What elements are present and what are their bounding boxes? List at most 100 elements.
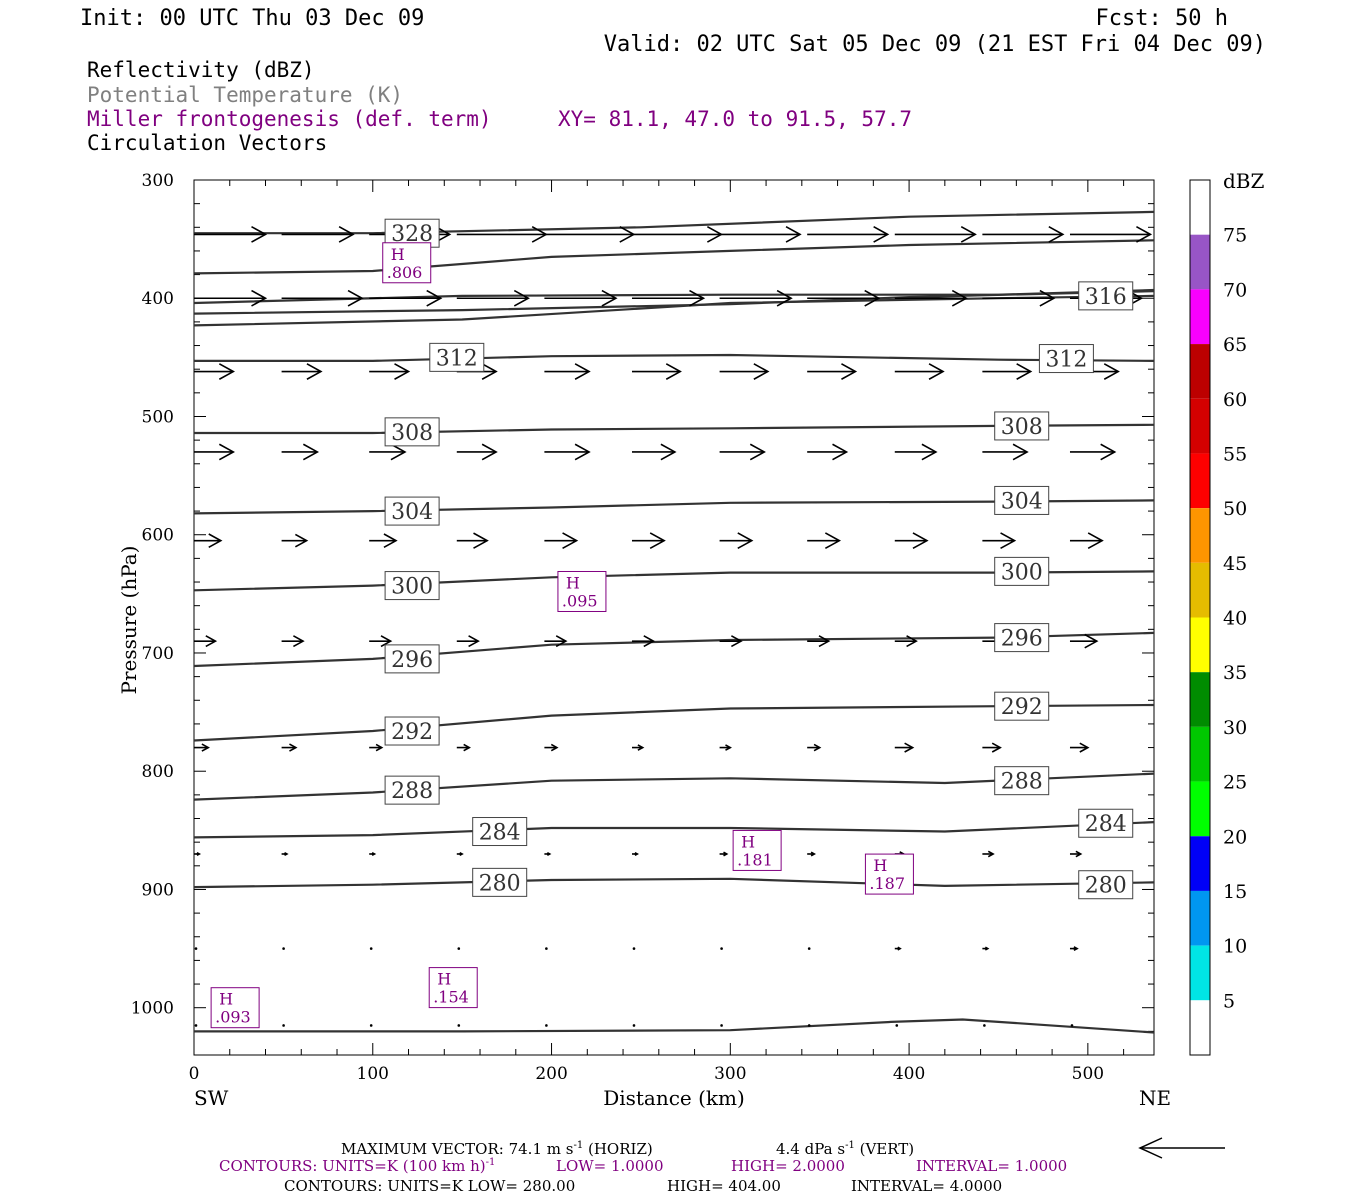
x-tick-label: 0 <box>189 1064 200 1084</box>
circulation-vector <box>544 289 618 307</box>
circulation-vector <box>982 289 1056 307</box>
contour-label-296: 296 <box>384 644 440 674</box>
colorbar-segment <box>1190 890 1210 946</box>
colorbar-label: 60 <box>1223 389 1247 411</box>
contour-label-312: 312 <box>1038 344 1094 374</box>
contour-label-300: 300 <box>994 556 1050 586</box>
circulation-vector <box>631 851 640 857</box>
circulation-vector <box>194 533 223 548</box>
contour-label-text: 292 <box>391 720 433 745</box>
contour-label-284: 284 <box>1078 808 1134 838</box>
circulation-vector <box>807 947 811 950</box>
circulation-vector <box>719 744 732 751</box>
colorbar-label: 10 <box>1223 936 1247 958</box>
circulation-vector <box>544 635 568 648</box>
circulation-vector <box>369 363 411 380</box>
circulation-vector <box>1069 225 1153 243</box>
y-tick-label: 300 <box>142 171 174 191</box>
contour-label-292: 292 <box>384 716 440 746</box>
circulation-vector <box>456 635 480 648</box>
circulation-vector <box>1069 850 1083 858</box>
circulation-vector <box>631 635 656 648</box>
theta-contour-280 <box>193 877 1155 889</box>
x-tick-label: 500 <box>1072 1064 1104 1084</box>
circulation-vector <box>456 851 464 857</box>
contour-label-284: 284 <box>472 817 528 847</box>
circulation-vector <box>632 947 636 950</box>
circulation-vector <box>194 635 218 648</box>
circulation-vector <box>456 443 498 461</box>
colorbar-frame <box>1189 179 1211 1056</box>
circulation-vector <box>631 289 706 307</box>
colorbar-segment <box>1190 453 1210 509</box>
circulation-vector <box>807 851 816 857</box>
contour-label-text: 292 <box>1001 695 1043 720</box>
circulation-vector <box>1069 633 1099 649</box>
field-vectors: Circulation Vectors <box>87 131 327 155</box>
colorbar-label: 70 <box>1223 279 1247 301</box>
circulation-vector <box>894 443 938 461</box>
high-value: .181 <box>737 850 773 869</box>
circulation-vector <box>544 363 591 380</box>
circulation-vector <box>632 1024 636 1027</box>
theta-contour-284 <box>193 821 1155 839</box>
field-frontogenesis: Miller frontogenesis (def. term) <box>87 107 492 131</box>
circulation-vector <box>281 443 320 461</box>
circulation-vector <box>983 1024 986 1027</box>
colorbar-label: 25 <box>1223 772 1247 794</box>
field-theta: Potential Temperature (K) <box>87 83 403 107</box>
y-tick-label: 1000 <box>131 999 174 1019</box>
x-tick-label: 300 <box>714 1064 746 1084</box>
circulation-vector <box>894 742 915 753</box>
circulation-vector <box>807 635 831 648</box>
high-letter: H <box>437 970 451 989</box>
circulation-vector <box>719 225 802 243</box>
circulation-vector <box>807 532 842 550</box>
plot-frame <box>193 179 1155 1056</box>
high-letter: H <box>219 990 233 1009</box>
circulation-vector <box>545 947 548 950</box>
forecast-hour: Fcst: 50 h <box>1096 6 1228 31</box>
circulation-vector <box>719 635 743 648</box>
colorbar-label: 15 <box>1223 881 1247 903</box>
frontogenesis-high: H.154 <box>428 967 478 1009</box>
colorbar-segment <box>1190 945 1210 1001</box>
circulation-vector <box>545 1024 548 1027</box>
circulation-vector <box>894 289 968 307</box>
max-vector-vert: 4.4 dPa s-1 (VERT) <box>776 1140 914 1158</box>
circulation-vector <box>719 851 729 857</box>
x-tick-label: 100 <box>357 1064 389 1084</box>
circulation-vector <box>720 947 723 950</box>
circulation-vector <box>281 289 364 307</box>
high-value: .154 <box>433 988 469 1007</box>
colorbar-segment <box>1190 180 1210 235</box>
high-letter: H <box>391 245 405 264</box>
circulation-vectors <box>194 225 1153 1027</box>
contour-label-312: 312 <box>429 342 485 372</box>
contour-label-text: 296 <box>391 648 433 673</box>
contour-label-text: 288 <box>391 779 433 804</box>
colorbar-label: 35 <box>1223 662 1247 684</box>
x-tick-label: 400 <box>893 1064 925 1084</box>
frontogenesis-high: H.093 <box>210 987 260 1029</box>
colorbar-segment <box>1190 508 1210 563</box>
theta-contour-288 <box>193 772 1155 801</box>
y-axis-label: Pressure (hPa) <box>117 546 141 695</box>
circulation-vector <box>194 289 268 307</box>
reference-vector-arrow <box>1138 1137 1225 1159</box>
high-value: .095 <box>562 591 598 610</box>
circulation-vector <box>194 947 198 950</box>
y-axis: 300 400 500 600 700 800 900 1000 <box>131 171 1154 1056</box>
contour-label-280: 280 <box>1078 870 1134 900</box>
contour-label-304: 304 <box>994 485 1050 515</box>
frontogenesis-high: H.806 <box>382 242 432 284</box>
circulation-vector <box>281 743 298 752</box>
circulation-vector <box>456 532 489 549</box>
colorbar-segment <box>1190 726 1210 782</box>
circulation-vector <box>631 443 677 461</box>
circulation-vector <box>894 532 929 550</box>
x-axis: 0 100 200 300 400 500 <box>189 180 1125 1084</box>
circulation-vector <box>982 850 995 858</box>
circulation-vector <box>544 532 579 550</box>
theta-contour-312 <box>194 353 1155 362</box>
